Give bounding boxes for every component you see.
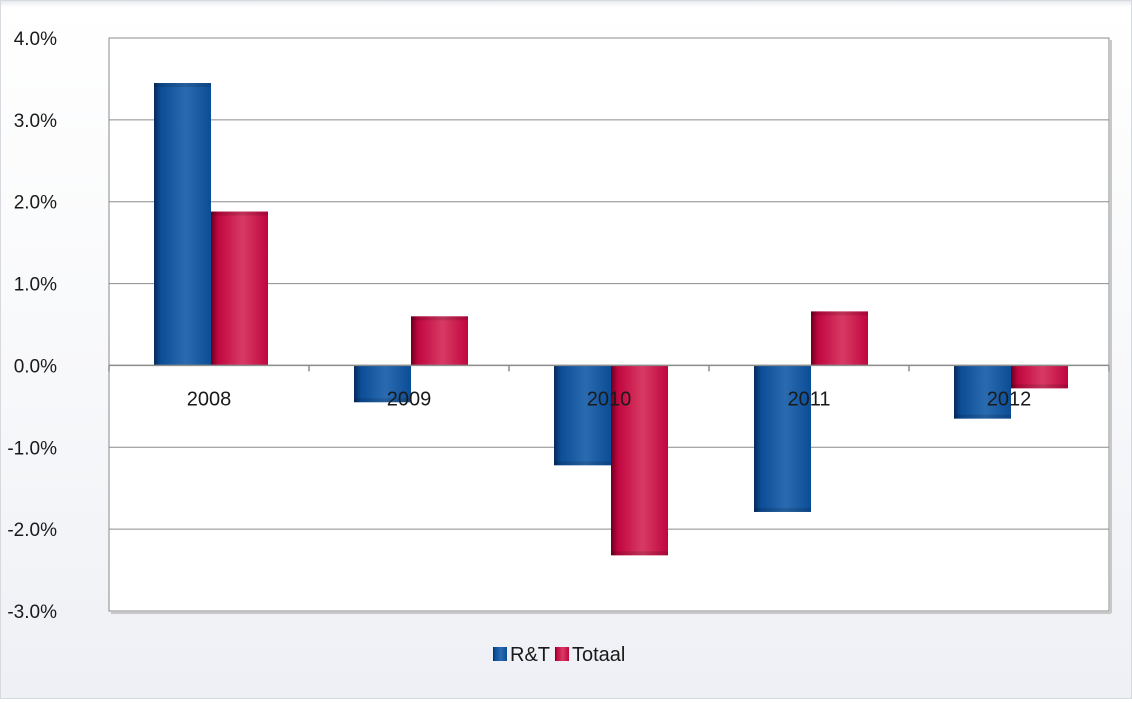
y-tick-label: 2.0% xyxy=(14,193,57,214)
x-tick-label: 2008 xyxy=(187,388,232,410)
x-axis-tick-labels: 2008 2009 2010 2011 2012 xyxy=(187,388,1032,410)
bar-totaal-2012 xyxy=(1011,365,1068,389)
bar-rt-2010 xyxy=(554,365,611,466)
bar-totaal-2010 xyxy=(611,365,668,556)
bar-totaal-2009 xyxy=(411,316,468,366)
bar-rt-2012 xyxy=(954,365,1011,419)
y-tick-label: -2.0% xyxy=(7,520,57,541)
y-tick-label: 0.0% xyxy=(14,356,57,377)
bar-rt-2011 xyxy=(754,365,811,512)
legend-swatch xyxy=(493,647,507,661)
y-axis-tick-labels: 4.0% 3.0% 2.0% 1.0% 0.0% -1.0% -2.0% -3.0% xyxy=(7,29,57,623)
y-tick-label: 4.0% xyxy=(14,29,57,50)
x-tick-label: 2012 xyxy=(987,388,1032,410)
y-tick-label: -1.0% xyxy=(7,438,57,459)
x-tick-label: 2010 xyxy=(587,388,632,410)
legend-label: R&T xyxy=(510,644,550,666)
legend: R&T Totaal xyxy=(493,644,625,666)
bars xyxy=(154,83,1068,556)
bar-rt-2009 xyxy=(354,365,411,403)
legend-swatch xyxy=(555,647,569,661)
y-tick-label: 1.0% xyxy=(14,275,57,296)
x-tick-label: 2009 xyxy=(387,388,432,410)
plot-area xyxy=(108,37,1110,612)
bar-rt-2008 xyxy=(154,83,211,366)
bar-totaal-2011 xyxy=(811,311,868,366)
y-tick-label: 3.0% xyxy=(14,111,57,132)
bar-totaal-2008 xyxy=(211,211,268,366)
y-tick-label: -3.0% xyxy=(7,602,57,623)
x-tick-label: 2011 xyxy=(787,388,830,410)
x-axis xyxy=(108,364,1110,372)
legend-label: Totaal xyxy=(572,644,625,666)
